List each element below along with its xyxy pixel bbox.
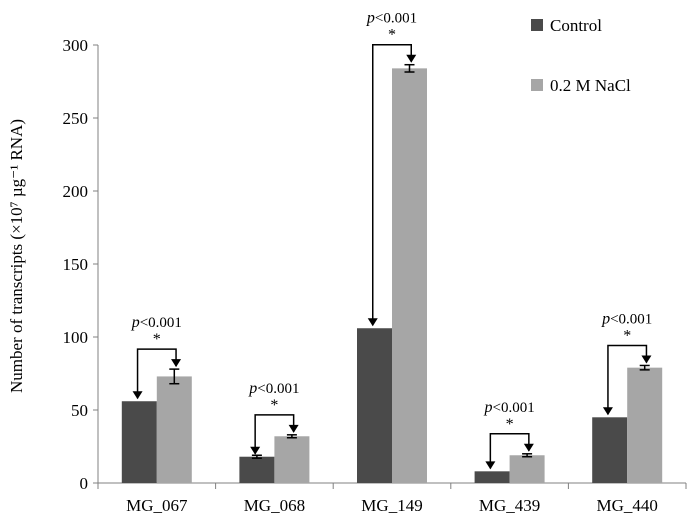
arrowhead [250,446,261,455]
significance-bracket [254,414,295,454]
arrowhead [288,424,299,433]
y-tick-label: 200 [63,182,89,201]
bar-control [474,471,510,483]
bar-control [357,328,392,483]
p-value-label: p<0.001 [601,310,652,327]
arrowhead [171,359,182,368]
significance-star: * [506,416,514,433]
y-tick-label: 250 [63,109,89,128]
significance-star: * [153,331,161,348]
bar-nacl [274,436,310,483]
y-tick-label: 300 [63,36,89,55]
arrowhead [485,461,496,470]
significance-star: * [623,327,631,344]
p-value-label: p<0.001 [248,380,299,397]
significance-star: * [388,27,396,44]
x-tick-label: MG_068 [244,496,305,515]
bar-nacl [509,455,545,483]
significance-star: * [270,397,278,414]
p-value-label: p<0.001 [483,399,534,416]
x-tick-label: MG_067 [126,496,188,515]
significance-bracket [607,344,648,415]
arrowhead [641,355,652,364]
arrowhead [367,318,378,327]
bar-control [239,456,275,483]
x-tick-label: MG_440 [596,496,657,515]
y-tick-label: 0 [80,474,89,493]
arrowhead [406,54,417,63]
y-tick-label: 150 [63,255,89,274]
x-tick-label: MG_149 [361,496,422,515]
arrowhead [523,443,534,452]
x-tick-label: MG_439 [479,496,540,515]
legend-swatch [531,79,543,91]
bar-nacl [156,376,192,483]
legend-label: 0.2 M NaCl [550,76,631,95]
significance-bracket [372,43,412,326]
bar-control [592,417,628,483]
axes: 0 50 100 150 200 250 300 MG_067 MG_068 MG_149 MG_4… [63,36,687,515]
legend-swatch [531,19,543,31]
y-axis-label: Number of transcripts (×10⁷ µg⁻¹ RNA) [7,119,26,393]
y-tick-label: 100 [63,328,89,347]
p-value-label: p<0.001 [131,314,182,331]
bar-control [121,401,157,483]
annotations: *p<0.001*p<0.001*p<0.001*p<0.001*p<0.001 [131,10,652,470]
bar-nacl [392,68,427,484]
arrowhead [132,391,143,400]
p-value-label: p<0.001 [366,10,417,27]
arrowhead [602,407,613,416]
significance-bracket [489,433,530,469]
bar-nacl [627,367,663,483]
legend-label: Control [550,16,602,35]
significance-bracket [136,348,177,399]
legend: Control 0.2 M NaCl [531,16,631,95]
y-tick-label: 50 [71,401,88,420]
bars [121,63,663,484]
